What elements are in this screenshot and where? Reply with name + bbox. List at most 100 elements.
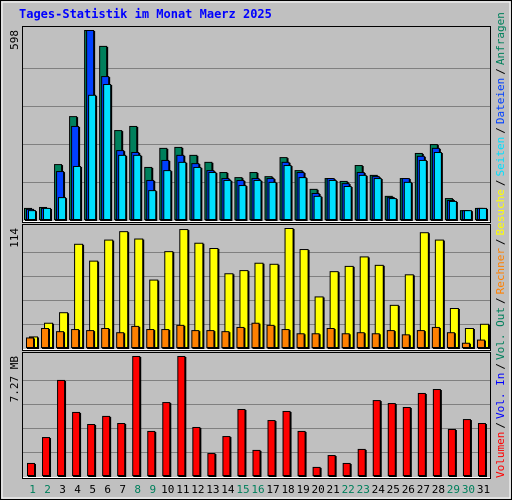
bar xyxy=(388,198,397,220)
x-tick-label: 16 xyxy=(251,483,264,496)
bar xyxy=(372,400,381,477)
bar xyxy=(462,419,471,477)
bar xyxy=(401,334,410,349)
x-tick-label: 3 xyxy=(59,483,66,496)
bar xyxy=(191,330,200,348)
bar xyxy=(177,356,186,476)
chart-title: Tages-Statistik im Monat Maerz 2025 xyxy=(19,7,272,21)
bar xyxy=(387,403,396,476)
bar xyxy=(386,330,395,348)
legend-entry: Anfragen xyxy=(494,12,507,65)
bar xyxy=(42,437,51,476)
x-tick-label: 25 xyxy=(387,483,400,496)
bar xyxy=(403,181,412,220)
bar xyxy=(343,186,352,220)
bar xyxy=(57,379,66,476)
bar xyxy=(371,333,380,348)
bar xyxy=(72,411,81,477)
x-tick-label: 15 xyxy=(236,483,249,496)
legend-separator: / xyxy=(494,68,507,75)
bar xyxy=(356,332,365,349)
bar xyxy=(28,210,36,220)
bar xyxy=(253,179,262,220)
bar xyxy=(102,415,111,477)
bar xyxy=(267,420,276,476)
y-tick-label: 114 xyxy=(8,228,21,248)
bar xyxy=(148,190,157,220)
x-tick-label: 24 xyxy=(372,483,386,496)
bar xyxy=(58,197,67,221)
bar xyxy=(133,154,142,221)
y-tick-label: 598 xyxy=(8,30,21,50)
bar xyxy=(26,337,34,349)
bar xyxy=(417,392,426,477)
bar xyxy=(266,324,275,348)
bar xyxy=(192,426,201,477)
bar xyxy=(478,207,487,221)
x-tick-label: 11 xyxy=(176,483,189,496)
legend-entry: Seiten xyxy=(494,137,507,177)
bar xyxy=(357,448,366,476)
x-tick-label: 7 xyxy=(119,483,126,496)
bar xyxy=(328,179,337,220)
x-tick-label: 1 xyxy=(29,483,36,496)
legend-entry: Vol. Out xyxy=(494,307,507,360)
x-tick-label: 21 xyxy=(327,483,340,496)
bar xyxy=(147,430,156,477)
legend: Volumen / Vol. In / Vol. Out / Rechner / Besuche… xyxy=(494,12,507,478)
x-tick-label: 23 xyxy=(357,483,370,496)
bar xyxy=(447,428,456,477)
bar xyxy=(237,408,246,476)
x-tick-label: 9 xyxy=(149,483,156,496)
bar xyxy=(296,333,305,348)
legend-separator: / xyxy=(494,127,507,134)
bar xyxy=(207,453,216,476)
bar xyxy=(193,166,202,221)
bar xyxy=(298,177,307,220)
bar xyxy=(418,159,427,220)
bar xyxy=(433,152,442,220)
bar xyxy=(71,329,80,349)
bar xyxy=(312,466,321,477)
bar xyxy=(43,207,52,221)
bar xyxy=(178,161,187,220)
bar xyxy=(326,328,335,348)
bar xyxy=(116,332,125,349)
bar xyxy=(448,200,457,221)
x-tick-label: 4 xyxy=(74,483,81,496)
bar xyxy=(86,330,95,348)
x-tick-label: 14 xyxy=(221,483,235,496)
x-tick-label: 8 xyxy=(134,483,141,496)
bar xyxy=(162,402,171,477)
x-tick-label: 22 xyxy=(342,483,355,496)
bar xyxy=(341,333,350,348)
bar xyxy=(208,172,217,220)
x-tick-label: 5 xyxy=(89,483,96,496)
legend-separator: / xyxy=(494,422,507,429)
x-tick-label: 30 xyxy=(462,483,475,496)
bar xyxy=(402,407,411,476)
bar xyxy=(358,174,367,221)
bar xyxy=(87,424,96,476)
bar xyxy=(283,165,292,221)
bar xyxy=(251,322,260,349)
x-tick-label: 28 xyxy=(432,483,445,496)
bar xyxy=(311,333,320,348)
bar xyxy=(88,94,97,220)
x-tick-label: 19 xyxy=(296,483,309,496)
bar xyxy=(416,330,425,348)
bar xyxy=(119,231,129,348)
bar xyxy=(431,326,440,348)
bar xyxy=(56,331,65,349)
bar xyxy=(432,389,441,477)
x-tick-label: 17 xyxy=(266,483,279,496)
bar xyxy=(252,449,261,477)
x-tick-label: 20 xyxy=(312,483,325,496)
x-tick-label: 18 xyxy=(281,483,294,496)
bar xyxy=(117,423,126,477)
bar xyxy=(41,328,50,348)
bar xyxy=(327,455,336,476)
